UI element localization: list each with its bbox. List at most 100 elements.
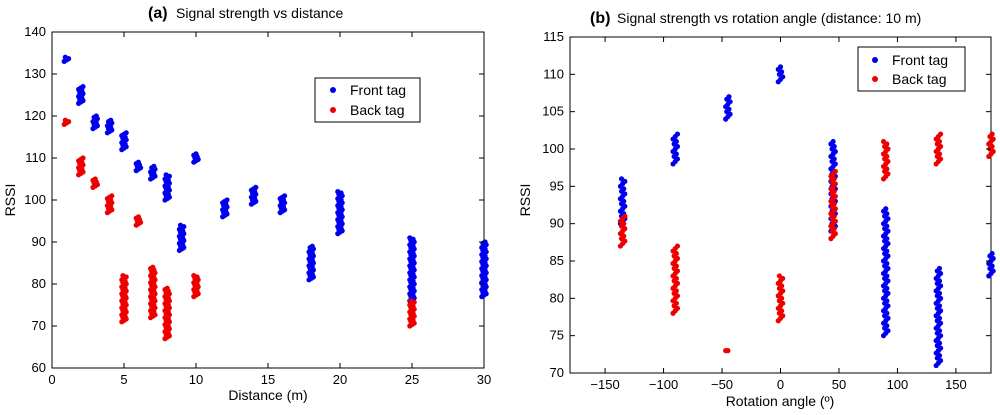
panel-b-ytick-label: 70 [550, 365, 564, 380]
panel-b-letter: (b) [590, 10, 610, 27]
panel-a-point [135, 159, 141, 165]
panel-a-point [62, 54, 68, 60]
panel-a-point [193, 151, 199, 157]
panel-a-point [80, 84, 86, 90]
panel-a-point [120, 273, 126, 279]
panel-a-point [135, 214, 141, 220]
panel-a-xlabel: Distance (m) [228, 387, 307, 403]
panel-b-ylabel: RSSI [517, 184, 533, 217]
panel-a-letter: (a) [148, 5, 168, 22]
panel-a-ytick-label: 140 [24, 24, 46, 39]
panel-a-point [151, 163, 157, 169]
panel-b-marks [617, 64, 996, 369]
panel-a-legend-front-marker [330, 87, 336, 93]
panel-b-legend-back-label: Back tag [892, 71, 946, 87]
panel-b: (b) Signal strength vs rotation angle (d… [517, 10, 996, 409]
panel-a-ytick-label: 130 [24, 66, 46, 81]
panel-b-point [725, 348, 731, 354]
panel-b-point [880, 138, 887, 145]
panel-a-ytick-label: 70 [32, 318, 46, 333]
panel-a-point [191, 273, 197, 279]
panel-b-point [618, 176, 625, 182]
panel-a-ytick-label: 60 [32, 360, 46, 375]
panel-a-ylabel: RSSI [2, 184, 18, 217]
panel-b-xlabel: Rotation angle (º) [726, 393, 835, 409]
panel-b-point [830, 138, 836, 145]
panel-a-point [123, 130, 129, 136]
panel-b-ytick-label: 80 [550, 290, 564, 305]
panel-b-xtick-label: −50 [711, 377, 733, 392]
panel-a-xtick-label: 15 [261, 372, 275, 387]
panel-a-title: Signal strength vs distance [176, 5, 344, 21]
panel-a-marks [61, 54, 489, 342]
panel-a-legend: Front tag Back tag [314, 77, 421, 123]
panel-a-xtick-label: 30 [477, 372, 491, 387]
panel-b-xtick-label: 0 [777, 377, 784, 392]
panel-a-xtick-label: 10 [189, 372, 203, 387]
panel-b-ytick-label: 90 [550, 216, 564, 231]
panel-a-ytick-label: 100 [24, 192, 46, 207]
panel-b-legend-box [857, 46, 966, 92]
panel-a-point [164, 285, 170, 291]
panel-b-point [936, 265, 943, 272]
panel-b-legend-front-label: Front tag [892, 52, 948, 68]
panel-a-point [109, 193, 115, 199]
panel-b-ytick-label: 110 [543, 66, 564, 81]
panel-b-point [832, 168, 838, 174]
panel-a-point [282, 193, 288, 199]
panel-a-point [407, 235, 413, 241]
panel-b-ytick-label: 75 [550, 328, 564, 343]
panel-b-point [989, 250, 995, 257]
panel-a-legend-box [314, 77, 421, 123]
panel-a-ytick-label: 110 [25, 150, 46, 165]
panel-a-legend-back-label: Back tag [350, 102, 404, 118]
panel-a-point [253, 184, 259, 190]
panel-b-xtick-label: −150 [590, 377, 619, 392]
panel-a-point [80, 155, 86, 161]
panel-b-point [674, 243, 681, 249]
panel-b-legend-front-marker [872, 57, 878, 63]
panel-a-xtick-label: 5 [120, 372, 127, 387]
panel-a-point [108, 117, 114, 123]
panel-b-legend: Front tag Back tag [857, 46, 966, 92]
panel-a-point [62, 117, 68, 123]
panel-a: (a) Signal strength vs distance 0 5 10 15 20… [2, 5, 491, 403]
panel-b-point [674, 131, 681, 137]
panel-b-xtick-label: −100 [649, 377, 678, 392]
panel-b-point [726, 94, 732, 100]
panel-b-point [777, 64, 784, 70]
panel-a-point [92, 176, 98, 182]
panel-a-point [224, 197, 230, 203]
panel-a-point [177, 222, 184, 228]
panel-a-point [163, 172, 169, 178]
panel-a-point [93, 113, 99, 119]
panel-b-point [989, 131, 995, 137]
panel-b-point [622, 213, 628, 219]
panel-a-xtick-label: 20 [333, 372, 347, 387]
panel-b-xtick-label: 50 [832, 377, 846, 392]
panel-a-legend-back-marker [330, 107, 336, 113]
panel-a-point [408, 298, 414, 304]
panel-b-ytick-label: 105 [542, 104, 564, 119]
panel-a-ytick-label: 120 [24, 108, 46, 123]
panel-a-point [335, 189, 341, 195]
panel-b-ytick-label: 115 [543, 29, 564, 44]
panel-b-ytick-label: 95 [550, 178, 564, 193]
panel-b-legend-back-marker [872, 76, 878, 82]
panel-b-point [883, 206, 889, 212]
panel-a-point [150, 264, 156, 270]
panel-b-xtick-label: 150 [945, 377, 967, 392]
panel-b-point [937, 131, 944, 137]
panel-a-ytick-label: 80 [32, 276, 46, 291]
panel-b-ytick-label: 100 [542, 141, 564, 156]
panel-b-xtick-label: 100 [887, 377, 909, 392]
panel-b-ticks: −150 −100 −50 0 50 100 150 70 75 80 85 90 95 100 105 11… [542, 29, 991, 392]
panel-b-title: Signal strength vs rotation angle (dista… [617, 10, 921, 26]
panel-b-ytick-label: 85 [550, 253, 564, 268]
panel-a-ytick-label: 90 [32, 234, 46, 249]
panel-a-ticks: 0 5 10 15 20 25 30 60 70 80 90 100 110 120 130 140 [24, 24, 491, 387]
panel-a-xtick-label: 0 [48, 372, 55, 387]
panel-a-legend-front-label: Front tag [350, 82, 406, 98]
panel-a-xtick-label: 25 [405, 372, 419, 387]
